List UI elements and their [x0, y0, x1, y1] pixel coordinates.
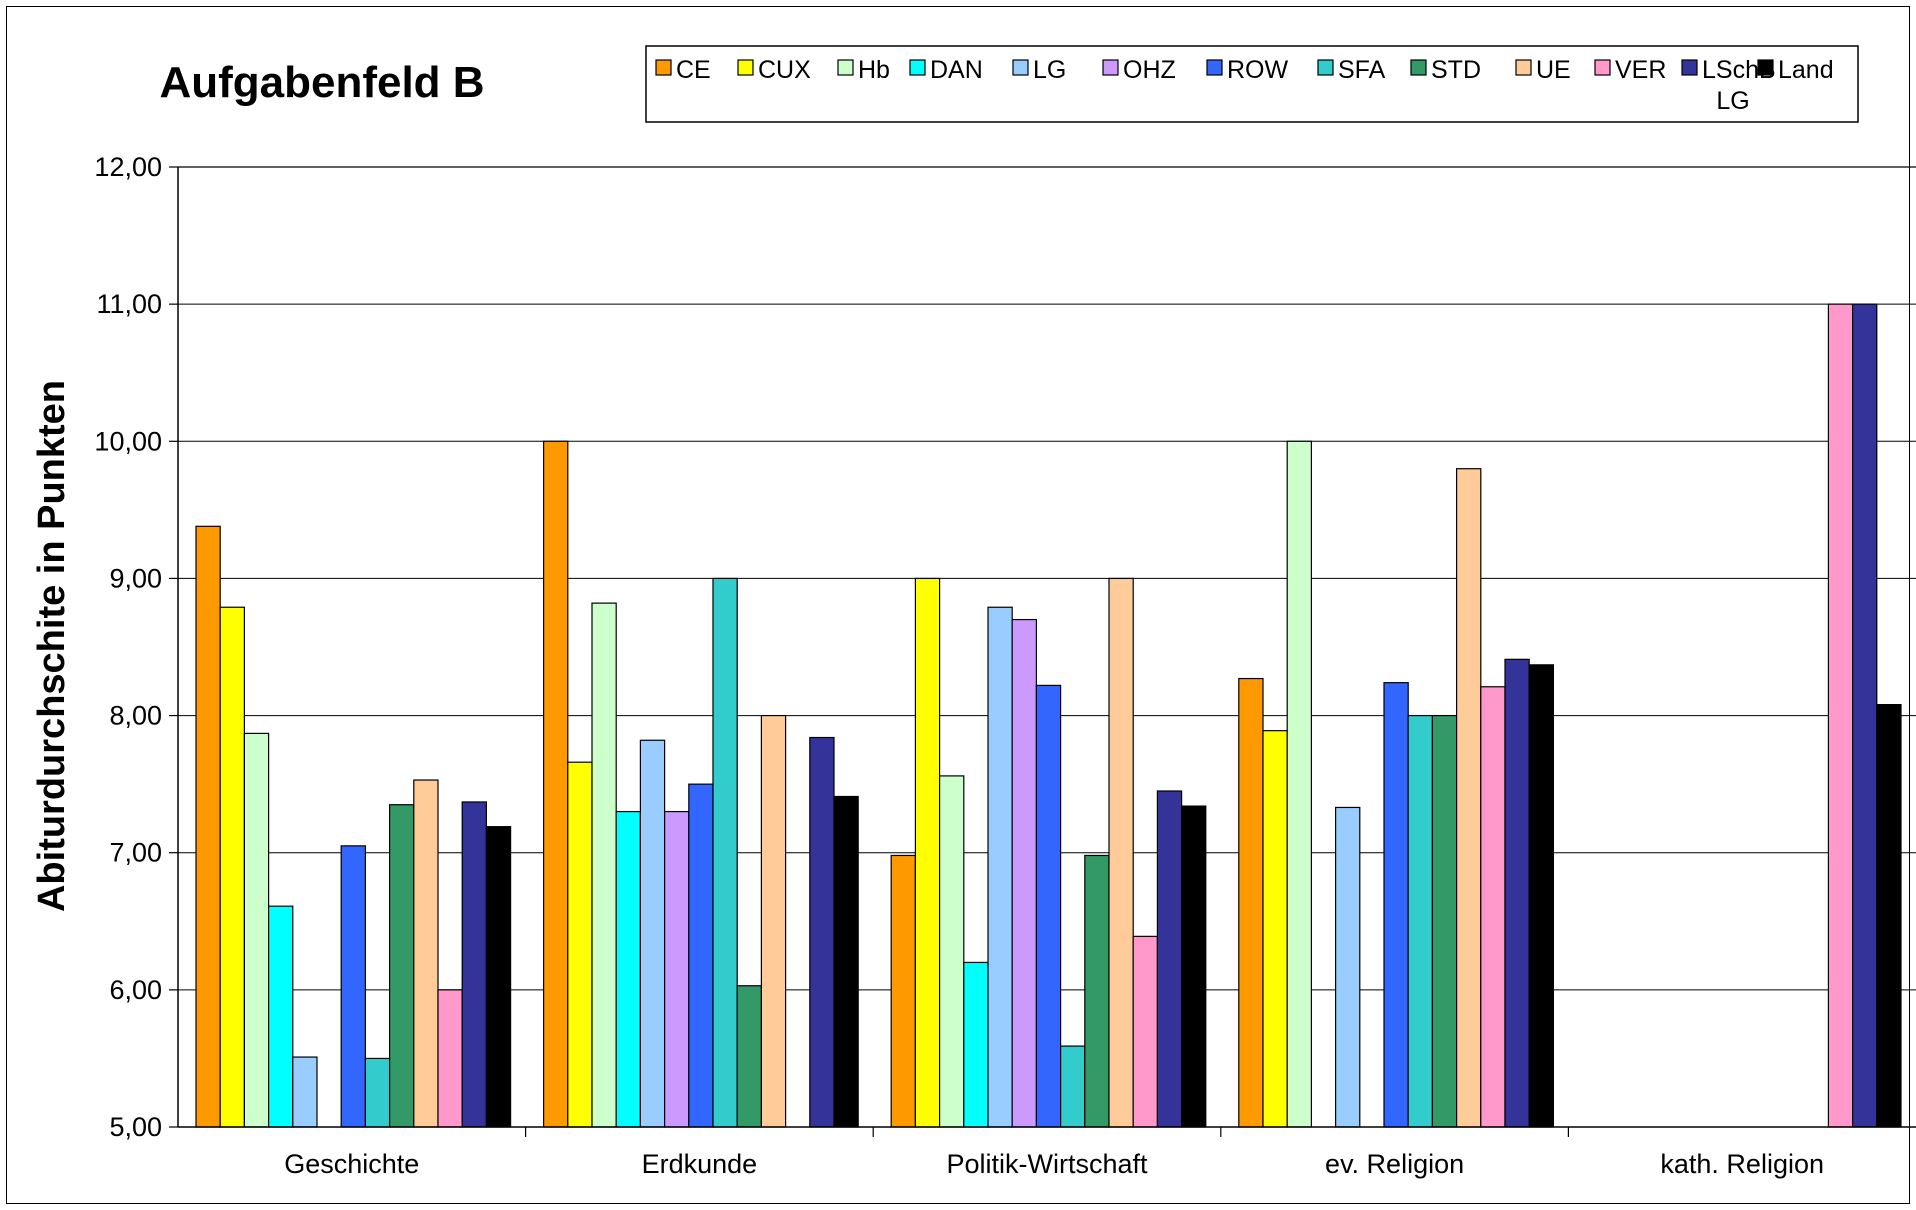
bar-lg	[987, 606, 1013, 1128]
bar-ce	[1238, 677, 1264, 1128]
legend-swatch	[1681, 59, 1698, 76]
bar-sfa	[1059, 1045, 1086, 1128]
bar-ohz	[663, 810, 690, 1128]
legend-label-line2: LG	[1716, 87, 1749, 115]
legend-label: STD	[1431, 56, 1481, 84]
legend-label: VER	[1615, 56, 1666, 84]
legend-label: LG	[1033, 56, 1066, 84]
bar-hb	[938, 775, 965, 1128]
bar-cux	[567, 761, 593, 1128]
bar-lschb-lg	[1504, 658, 1530, 1128]
bar-lschb-lg	[461, 801, 488, 1128]
legend-label: OHZ	[1123, 56, 1176, 84]
bar-ue	[1108, 577, 1134, 1128]
bar-ver	[437, 989, 463, 1128]
bar-dan	[963, 961, 989, 1128]
axes: 5,00 6,00 7,00 8,00 9,00 10,00 11,00 12,00 Gesch…	[94, 152, 1916, 1179]
legend-box	[645, 45, 1859, 123]
bar-ce	[195, 525, 221, 1128]
legend-label: CE	[676, 56, 711, 84]
x-category-label: kath. Religion	[1660, 1149, 1824, 1179]
bar-land	[485, 826, 512, 1128]
bar-ohz	[1011, 618, 1038, 1128]
bar-lschb-lg	[809, 736, 835, 1128]
legend-swatch	[837, 59, 854, 76]
legend-label: SFA	[1338, 56, 1386, 84]
legend-label: DAN	[930, 56, 983, 84]
legend-label: ROW	[1227, 56, 1289, 84]
legend-swatch	[1410, 59, 1427, 76]
legend-swatch	[1012, 59, 1029, 76]
x-category-label: Politik-Wirtschaft	[946, 1149, 1148, 1179]
legend-swatch	[1206, 59, 1223, 76]
y-tick-label: 12,00	[94, 152, 162, 182]
legend-label: Hb	[858, 56, 890, 84]
y-tick-label: 7,00	[109, 838, 162, 868]
legend-label: Land	[1778, 56, 1834, 84]
bar-cux	[219, 606, 245, 1128]
bar-cux	[914, 577, 941, 1128]
bar-ue	[760, 714, 787, 1128]
bar-hb	[1286, 440, 1312, 1128]
bar-lg	[292, 1056, 318, 1128]
legend-swatch	[1594, 59, 1611, 76]
bar-lschb-lg	[1851, 303, 1878, 1128]
bar-lschb-lg	[1156, 790, 1183, 1128]
bar-std	[389, 804, 415, 1128]
bar-dan	[615, 810, 642, 1128]
bar-sfa	[364, 1057, 391, 1128]
bar-row	[1383, 682, 1409, 1128]
legend-swatch	[1757, 59, 1774, 76]
y-tick-label: 5,00	[109, 1112, 162, 1142]
bar-row	[340, 845, 367, 1128]
x-category-label: ev. Religion	[1325, 1149, 1464, 1179]
bar-lg	[639, 739, 666, 1128]
bar-sfa	[1407, 714, 1433, 1128]
bar-ue	[1455, 468, 1482, 1128]
bar-row	[1035, 684, 1062, 1128]
bar-hb	[591, 602, 617, 1128]
bar-ver	[1480, 686, 1506, 1128]
bar-ver	[1827, 303, 1854, 1128]
bar-land	[1180, 805, 1207, 1128]
bar-sfa	[712, 577, 738, 1128]
legend-swatch	[655, 59, 672, 76]
y-tick-label: 11,00	[96, 289, 162, 319]
bar-std	[1084, 854, 1110, 1128]
bar-lg	[1334, 806, 1361, 1128]
y-tick-label: 6,00	[109, 975, 162, 1005]
bar-ce	[890, 854, 917, 1128]
bar-ue	[413, 779, 439, 1128]
x-category-label: Geschichte	[284, 1149, 419, 1179]
legend-swatch	[909, 59, 926, 76]
bar-ver	[1132, 935, 1158, 1128]
bar-ce	[542, 440, 569, 1128]
y-axis-label: Abiturdurchschite in Punkten	[31, 380, 73, 912]
legend-swatch	[1317, 59, 1334, 76]
legend-label: UE	[1536, 56, 1571, 84]
legend-label: CUX	[758, 56, 811, 84]
bar-dan	[268, 905, 294, 1128]
bar-land	[1876, 703, 1902, 1128]
chart-title: Aufgabenfeld B	[159, 58, 484, 107]
legend-swatch	[737, 59, 754, 76]
y-tick-label: 8,00	[109, 701, 162, 731]
bar-std	[1431, 714, 1458, 1128]
bar-std	[736, 985, 763, 1128]
bar-row	[688, 783, 714, 1128]
bar-land	[833, 795, 859, 1128]
x-category-label: Erdkunde	[642, 1149, 758, 1179]
y-tick-label: 9,00	[109, 563, 162, 593]
bar-land	[1528, 664, 1554, 1128]
legend-swatch	[1102, 59, 1119, 76]
bar-cux	[1262, 730, 1288, 1128]
bar-hb	[243, 732, 270, 1128]
legend-swatch	[1515, 59, 1532, 76]
y-tick-label: 10,00	[94, 426, 162, 456]
